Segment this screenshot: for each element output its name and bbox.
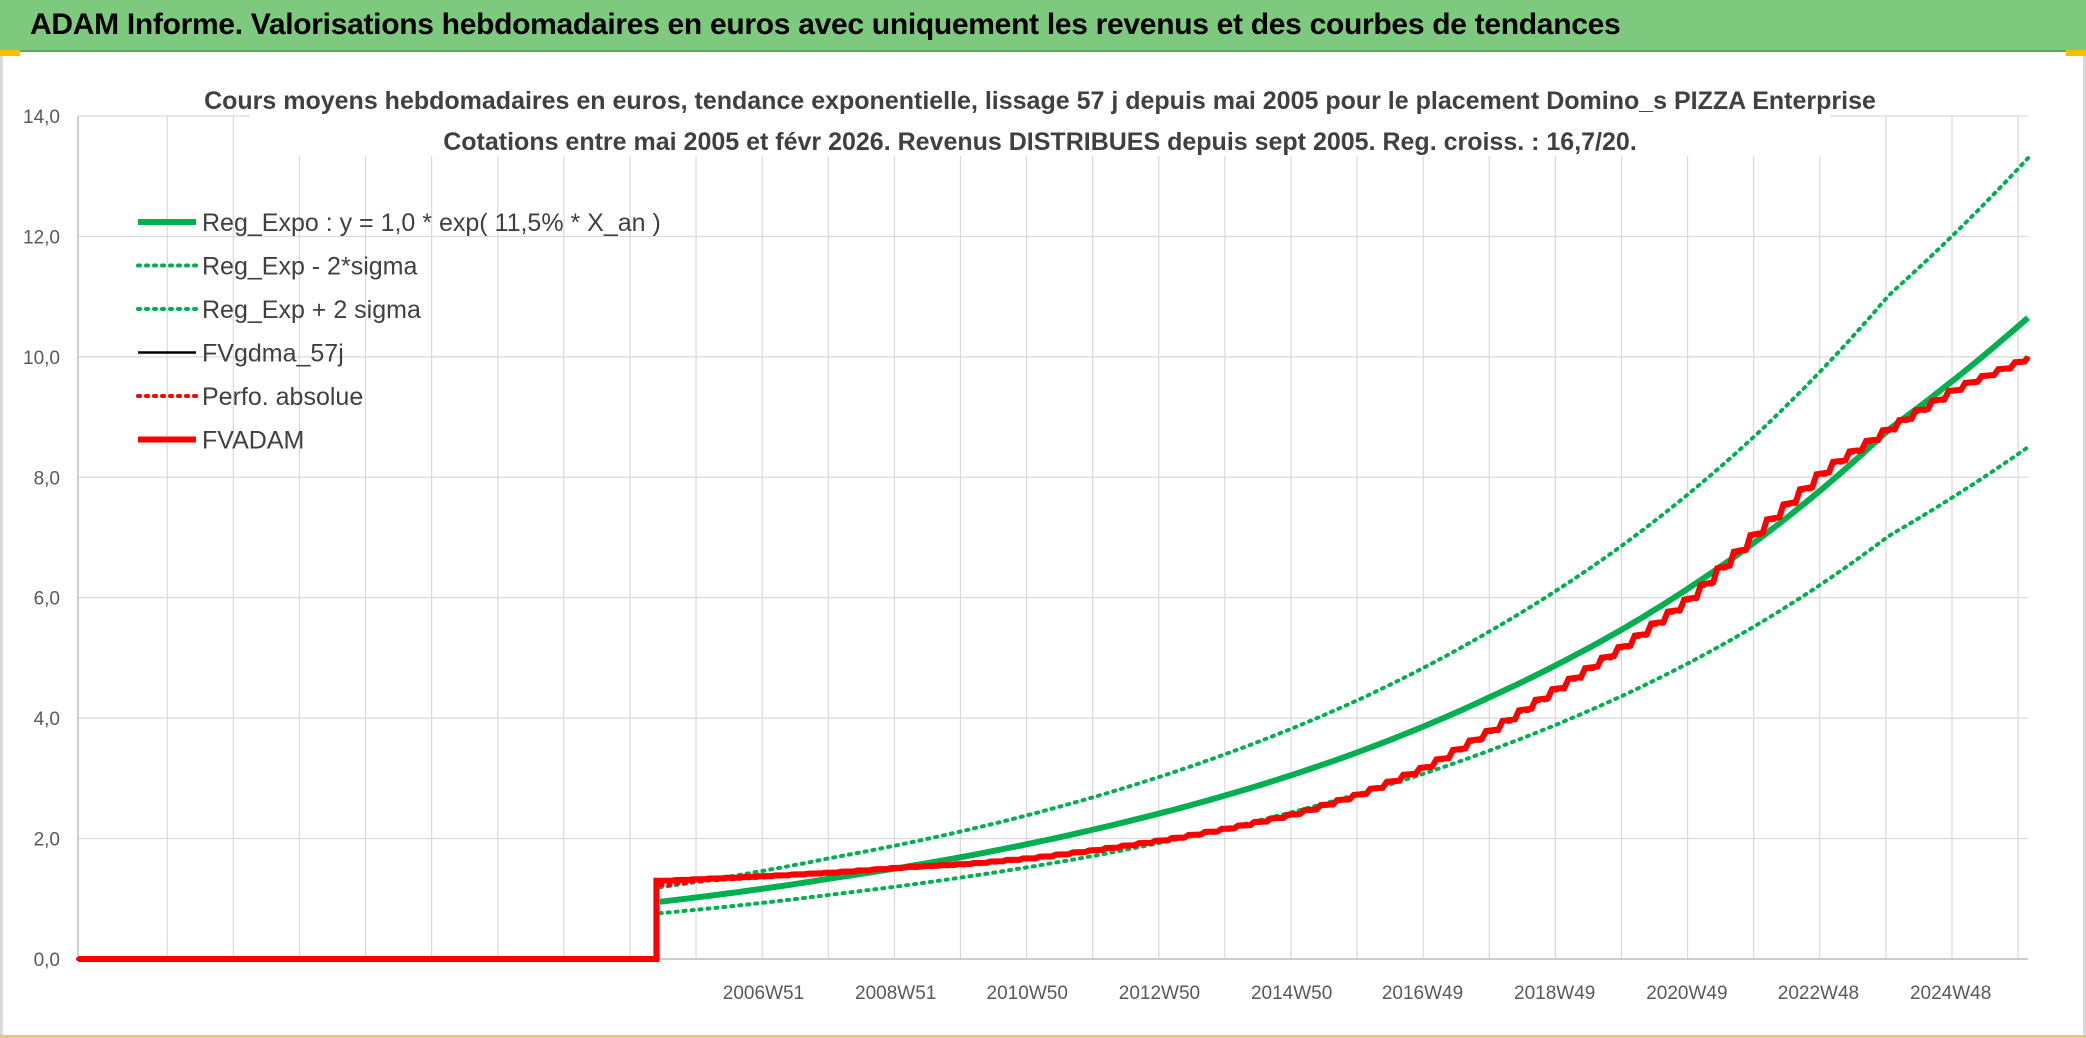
x-tick-label: 2022W48 <box>1778 983 1859 1004</box>
legend-label: Reg_Exp - 2*sigma <box>202 253 417 281</box>
chart-grid <box>78 115 2028 960</box>
legend-label: Reg_Expo : y = 1,0 * exp( 11,5% * X_an ) <box>202 209 661 237</box>
series-line-2 <box>657 156 2030 890</box>
banner-accent-right <box>2066 50 2086 56</box>
bottom-accent <box>0 1035 2086 1038</box>
y-tick-label: 2,0 <box>34 830 60 851</box>
x-tick-label: 2010W50 <box>987 983 1068 1004</box>
legend-label: Reg_Exp + 2 sigma <box>202 296 421 324</box>
y-tick-label: 4,0 <box>34 709 60 730</box>
y-tick-label: 10,0 <box>23 348 60 369</box>
series-line-3 <box>78 356 2030 961</box>
y-tick-label: 14,0 <box>23 107 60 128</box>
banner-accent-left <box>0 50 20 56</box>
y-tick-label: 12,0 <box>23 227 60 248</box>
series-line-5 <box>78 355 2031 962</box>
x-tick-label: 2018W49 <box>1514 983 1595 1004</box>
x-tick-label: 2008W51 <box>855 983 936 1004</box>
chart-title-line-1: Cours moyens hebdomadaires en euros, ten… <box>204 87 1876 115</box>
x-tick-label: 2020W49 <box>1646 983 1727 1004</box>
chart-title-line-2: Cotations entre mai 2005 et févr 2026. R… <box>443 128 1637 156</box>
banner-title: ADAM Informe. Valorisations hebdomadaire… <box>30 8 1621 41</box>
x-tick-label: 2006W51 <box>723 983 804 1004</box>
series-line-4 <box>76 356 2030 961</box>
x-tick-label: 2014W50 <box>1251 983 1332 1004</box>
series-line-1 <box>657 445 2030 916</box>
y-tick-label: 8,0 <box>34 468 60 489</box>
x-tick-label: 2016W49 <box>1382 983 1463 1004</box>
chart-series <box>76 156 2031 962</box>
y-tick-label: 0,0 <box>34 950 60 971</box>
title-background <box>250 86 1830 156</box>
chart-legend: Reg_Expo : y = 1,0 * exp( 11,5% * X_an )… <box>136 209 661 455</box>
x-tick-label: 2012W50 <box>1119 983 1200 1004</box>
report-banner: ADAM Informe. Valorisations hebdomadaire… <box>0 0 2086 52</box>
legend-label: Perfo. absolue <box>202 383 363 411</box>
legend-label: FVADAM <box>202 427 304 455</box>
series-line-0 <box>659 315 2030 905</box>
x-tick-label: 2024W48 <box>1910 983 1991 1004</box>
y-tick-label: 6,0 <box>34 589 60 610</box>
legend-label: FVgdma_57j <box>202 340 344 368</box>
